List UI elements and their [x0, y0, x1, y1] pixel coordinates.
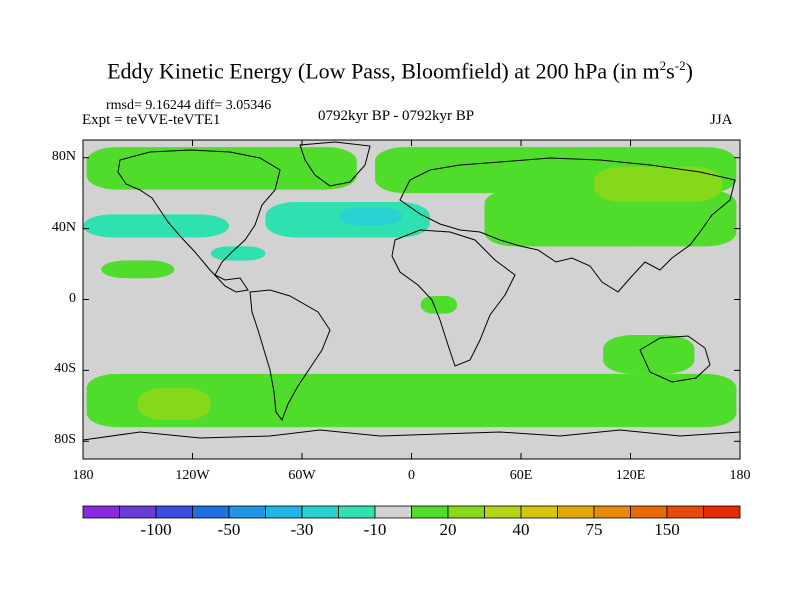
colorbar-swatch-0: [82, 505, 120, 519]
lat-label-1: 40N: [51, 219, 76, 235]
lat-label-4: 80S: [54, 432, 76, 448]
colorbar-swatch-17: [703, 505, 741, 519]
lon-label-6: 180: [729, 468, 751, 483]
field-region-7: [137, 388, 211, 421]
colorbar-swatch-11: [484, 505, 522, 519]
lat-label-3: 40S: [54, 361, 76, 377]
colorbar-swatch-7: [338, 505, 376, 519]
colorbar-label-5: 40: [512, 520, 530, 539]
coast-greenland: [299, 141, 371, 187]
lon-label-2: 60W: [288, 468, 316, 483]
coast-antarctica: [83, 429, 740, 441]
lat-label-2: 0: [69, 290, 76, 306]
lon-label-3: 0: [408, 468, 415, 483]
field-region-9: [83, 214, 229, 238]
experiment-label: Expt = teVVE-teVTE1: [82, 112, 221, 128]
field-region-5: [420, 295, 458, 314]
coast-australia: [639, 335, 711, 383]
lon-label-1: 120W: [175, 468, 210, 483]
colorbar-swatch-3: [192, 505, 230, 519]
plot-title: Eddy Kinetic Energy (Low Pass, Bloomfiel…: [107, 58, 693, 84]
colorbar-swatch-8: [374, 505, 412, 519]
colorbar-label-7: 150: [654, 520, 680, 539]
stats-text: rmsd= 9.16244 diff= 3.05346: [106, 98, 272, 113]
season-label: JJA: [710, 112, 733, 128]
lon-label-5: 120E: [615, 468, 646, 483]
colorbar-swatch-1: [119, 505, 157, 519]
colorbar-label-1: -50: [217, 520, 241, 539]
colorbar-swatch-5: [265, 505, 303, 519]
lon-label-0: 180: [72, 468, 94, 483]
colorbar-label-4: 20: [439, 520, 457, 539]
field-region-11: [338, 207, 403, 226]
coast-north-america: [117, 149, 281, 293]
colorbar-label-6: 75: [585, 520, 603, 539]
colorbar-swatch-10: [447, 505, 485, 519]
lat-label-0: 80N: [51, 148, 76, 164]
coast-south-america: [249, 289, 331, 422]
field-region-4: [101, 260, 175, 279]
colorbar-label-3: -10: [363, 520, 387, 539]
colorbar-swatch-12: [520, 505, 558, 519]
colorbar-swatch-4: [228, 505, 266, 519]
colorbar-swatch-15: [630, 505, 668, 519]
colorbar-swatch-13: [557, 505, 595, 519]
field-region-3: [594, 166, 722, 203]
coast-africa: [391, 229, 516, 367]
colorbar-swatch-16: [666, 505, 704, 519]
coast-eurasia: [399, 157, 736, 293]
axis-ticks: [82, 140, 741, 459]
colorbar-swatch-14: [593, 505, 631, 519]
period-label: 0792kyr BP - 0792kyr BP: [318, 108, 475, 124]
colorbar-swatch-6: [301, 505, 339, 519]
colorbar: [82, 505, 741, 519]
field-region-0: [86, 147, 357, 190]
colorbar-label-2: -30: [290, 520, 314, 539]
field-region-8: [603, 334, 695, 374]
lon-label-4: 60E: [509, 468, 533, 483]
coastlines: [83, 141, 740, 441]
field-layer: [83, 147, 737, 428]
field-region-6: [86, 373, 737, 428]
colorbar-swatch-9: [411, 505, 449, 519]
colorbar-swatch-2: [155, 505, 193, 519]
field-region-2: [484, 189, 737, 247]
field-region-12: [210, 246, 266, 261]
colorbar-label-0: -100: [140, 520, 172, 539]
